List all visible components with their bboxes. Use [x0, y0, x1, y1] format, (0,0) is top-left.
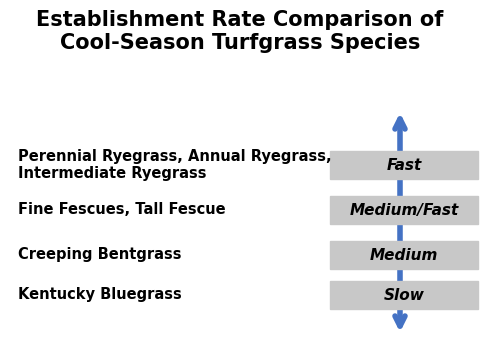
Text: Medium: Medium: [370, 247, 438, 263]
Text: Slow: Slow: [384, 288, 424, 302]
Text: Perennial Ryegrass, Annual Ryegrass,
Intermediate Ryegrass: Perennial Ryegrass, Annual Ryegrass, Int…: [18, 149, 332, 181]
Bar: [330, 241, 478, 269]
Text: Establishment Rate Comparison of
Cool-Season Turfgrass Species: Establishment Rate Comparison of Cool-Se…: [36, 10, 444, 53]
Bar: [330, 151, 478, 179]
Text: Fast: Fast: [386, 157, 421, 172]
Bar: [330, 196, 478, 224]
Text: Fine Fescues, Tall Fescue: Fine Fescues, Tall Fescue: [18, 202, 226, 218]
Bar: [330, 281, 478, 309]
Text: Medium/Fast: Medium/Fast: [349, 202, 458, 218]
Text: Kentucky Bluegrass: Kentucky Bluegrass: [18, 288, 182, 302]
Text: Creeping Bentgrass: Creeping Bentgrass: [18, 247, 181, 263]
